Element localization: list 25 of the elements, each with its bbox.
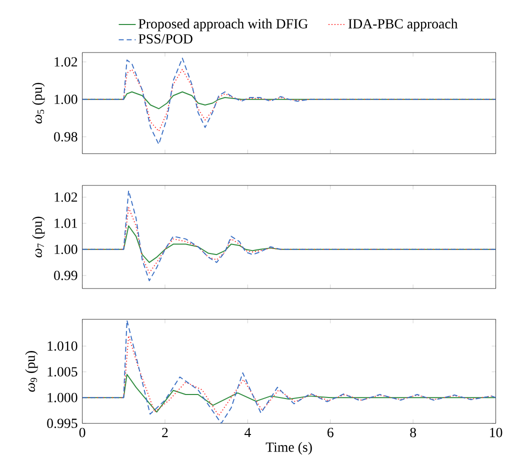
y-tick-label: 1.00 [54, 94, 78, 104]
y-tick-label: 1.005 [48, 367, 78, 377]
y-tick-label: 0.98 [54, 132, 78, 142]
x-tick-label: 6 [328, 428, 334, 438]
y-tick-label: 0.99 [54, 270, 78, 280]
y-tick-label: 0.995 [47, 418, 78, 428]
line-series [82, 320, 496, 424]
y-axis-title: ω$_{7}$ (pu) [32, 216, 45, 258]
legend-label: IDA-PBC approach [348, 18, 458, 32]
legend-label: PSS/POD [138, 34, 192, 44]
x-tick-label: 8 [410, 428, 416, 438]
y-tick-label: 1.010 [48, 341, 78, 351]
y-tick-label: 1.02 [54, 57, 78, 67]
y-tick-label: 1.01 [54, 218, 77, 228]
legend-label: Proposed approach with DFIG [138, 18, 308, 32]
x-axis-title: Time (s) [266, 442, 312, 455]
y-axis-title: ω$_{5}$ (pu) [32, 82, 45, 124]
y-tick-label: 1.02 [54, 192, 78, 202]
x-tick-label: 0 [79, 428, 86, 438]
y-axis-title: ω$_{9}$ (pu) [25, 351, 38, 392]
x-tick-label: 4 [244, 428, 251, 438]
x-tick-label: 10 [490, 428, 502, 438]
y-tick-label: 1.000 [48, 392, 78, 402]
y-tick-label: 1.00 [54, 244, 78, 254]
x-tick-label: 2 [162, 428, 168, 438]
